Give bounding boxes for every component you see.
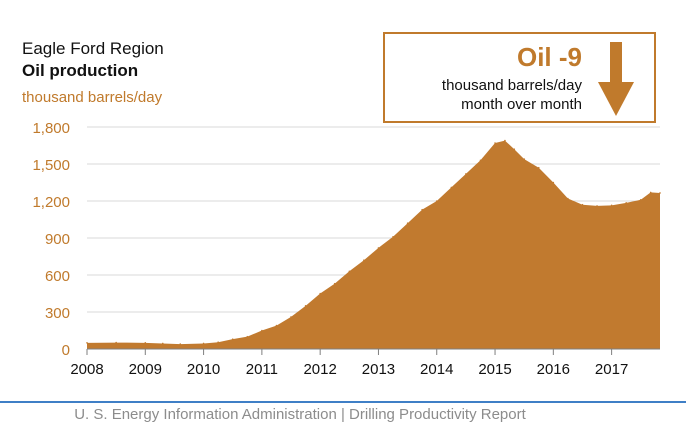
data-point [435,200,438,202]
data-point [348,270,351,273]
callout-headline: Oil -9 [516,42,582,72]
data-point [377,247,380,249]
data-point [552,181,555,184]
y-tick-label: 0 [62,342,70,359]
data-point [513,148,516,150]
data-point [479,159,482,162]
data-point [581,203,584,206]
data-point [261,329,263,332]
data-point [421,208,423,211]
data-point [363,259,365,262]
data-point [179,343,182,345]
data-point [246,335,249,338]
x-tick-label: 2014 [420,361,453,378]
data-point [333,282,336,285]
data-point [494,142,496,144]
unit-label: thousand barrels/day [22,89,163,106]
y-tick-label: 900 [45,231,70,248]
data-point [217,341,219,344]
data-point [659,192,661,194]
y-tick-label: 1,500 [32,157,70,174]
y-tick-label: 300 [45,305,70,322]
chart-title: Oil production [22,61,139,80]
x-tick-label: 2015 [478,361,511,378]
data-point [504,139,506,142]
data-point [537,166,540,169]
production-area [87,140,660,349]
data-point [625,202,627,204]
x-tick-label: 2013 [362,361,395,378]
footer-credit: U. S. Energy Information Administration … [74,406,526,423]
data-point [649,191,652,194]
data-point [465,173,467,175]
chart-header: Eagle Ford Region Oil production thousan… [22,38,164,109]
data-point [275,324,278,327]
data-point [406,222,409,224]
x-tick-label: 2016 [537,361,570,378]
data-point [144,342,147,344]
data-point [450,186,453,189]
data-point [86,342,88,344]
data-point [567,197,569,200]
x-tick-label: 2008 [70,361,103,378]
data-point [610,204,613,207]
data-point [392,235,394,238]
data-point [304,305,307,307]
footer-divider [0,401,686,403]
callout-period-line: month over month [461,96,582,113]
data-point [161,342,164,345]
data-point [523,158,525,160]
production-chart: 0 300 600 900 1,200 1,500 1,800 2008 2009 2010 201… [32,120,661,378]
x-tick-label: 2017 [595,361,628,378]
data-point [290,316,292,318]
change-callout: Oil -9 thousand barrels/day month over m… [383,32,656,123]
data-point [596,205,598,207]
y-tick-label: 600 [45,268,70,285]
region-label: Eagle Ford Region [22,39,164,58]
data-point [202,342,205,345]
x-tick-label: 2010 [187,361,220,378]
data-point [115,341,117,344]
callout-unit-line: thousand barrels/day [441,77,582,94]
x-tick-label: 2009 [129,361,162,378]
x-tick-label: 2012 [303,361,336,378]
y-tick-label: 1,800 [32,120,70,137]
data-point [639,198,642,201]
down-arrow-icon [598,42,634,116]
y-tick-label: 1,200 [32,194,70,211]
data-point [319,292,321,295]
data-point [231,338,234,340]
x-tick-label: 2011 [246,361,278,378]
